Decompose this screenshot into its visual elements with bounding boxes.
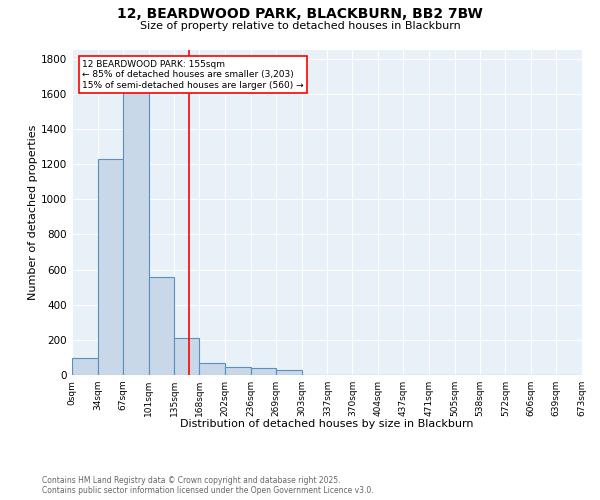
Bar [225, 366, 251, 375]
Bar [276, 370, 302, 375]
Text: 12, BEARDWOOD PARK, BLACKBURN, BB2 7BW: 12, BEARDWOOD PARK, BLACKBURN, BB2 7BW [117, 8, 483, 22]
Bar [175, 338, 199, 375]
Text: Contains HM Land Registry data © Crown copyright and database right 2025.
Contai: Contains HM Land Registry data © Crown c… [42, 476, 374, 495]
Text: 12 BEARDWOOD PARK: 155sqm
← 85% of detached houses are smaller (3,203)
15% of se: 12 BEARDWOOD PARK: 155sqm ← 85% of detac… [82, 60, 304, 90]
Bar [123, 90, 149, 375]
Bar [199, 362, 225, 375]
Bar [251, 368, 276, 375]
X-axis label: Distribution of detached houses by size in Blackburn: Distribution of detached houses by size … [180, 419, 474, 429]
Bar [98, 159, 123, 375]
Text: Size of property relative to detached houses in Blackburn: Size of property relative to detached ho… [140, 21, 460, 31]
Bar [72, 358, 98, 375]
Y-axis label: Number of detached properties: Number of detached properties [28, 125, 38, 300]
Bar [149, 276, 175, 375]
